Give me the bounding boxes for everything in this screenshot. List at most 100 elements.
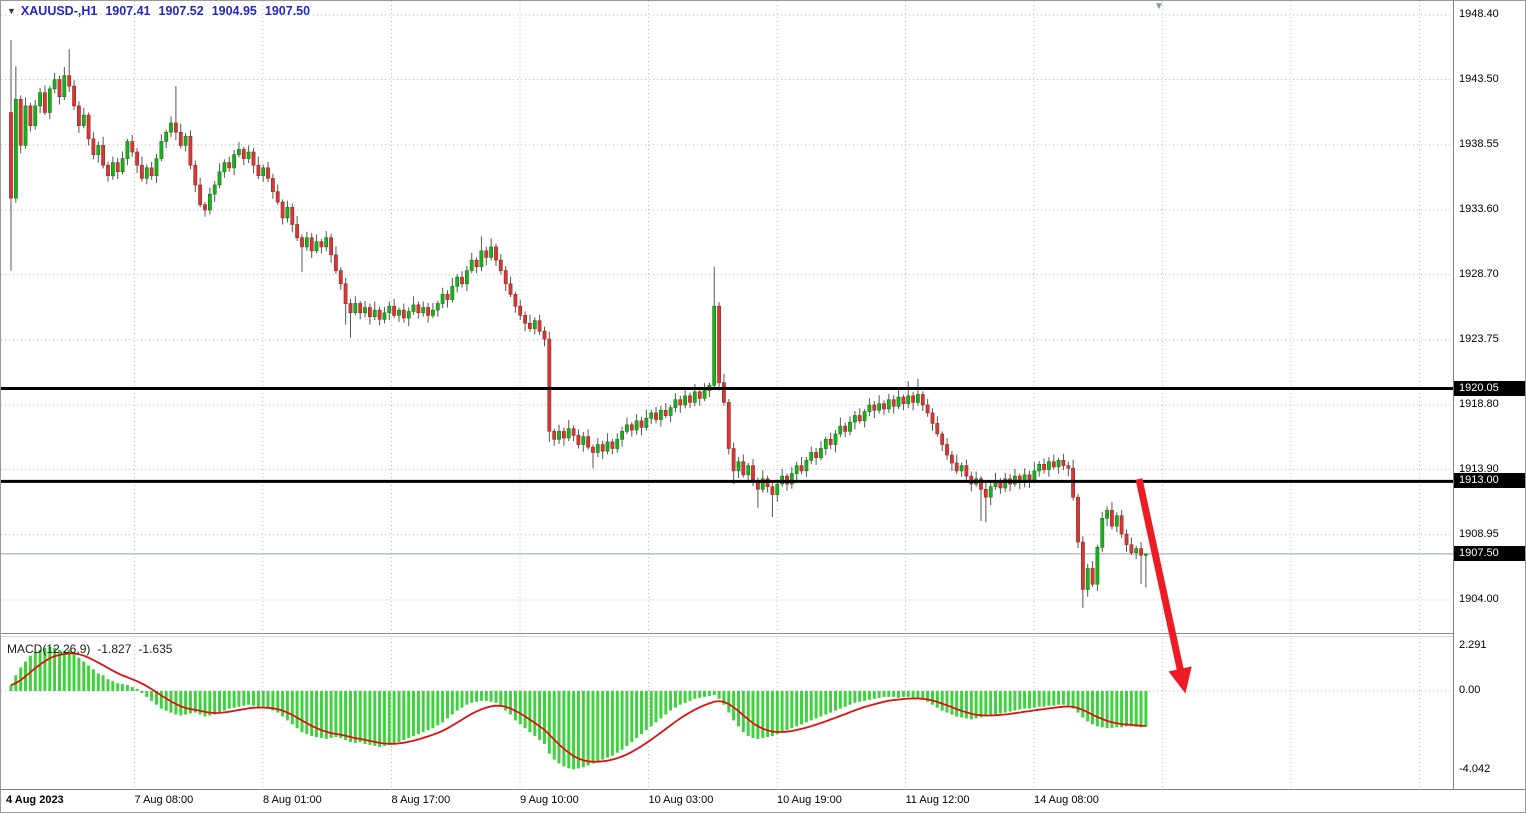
macd-bar bbox=[882, 691, 886, 697]
macd-panel[interactable] bbox=[1, 638, 1453, 788]
macd-bar bbox=[475, 691, 479, 702]
macd-bar bbox=[460, 691, 464, 708]
candle bbox=[566, 428, 571, 439]
candle bbox=[246, 151, 251, 159]
macd-bar bbox=[1028, 691, 1031, 709]
macd-bar bbox=[402, 691, 406, 740]
candle bbox=[741, 461, 746, 476]
macd-bar bbox=[43, 647, 47, 691]
dropdown-triangle-icon[interactable]: ▼ bbox=[7, 6, 16, 16]
candle bbox=[203, 204, 207, 211]
candle bbox=[1032, 470, 1037, 481]
macd-bar bbox=[586, 691, 590, 766]
candle bbox=[644, 417, 649, 428]
candle bbox=[227, 162, 232, 169]
candle bbox=[799, 465, 804, 472]
candle bbox=[760, 478, 765, 490]
candle bbox=[111, 162, 115, 177]
candle bbox=[591, 446, 595, 453]
price-axis-label: 1948.40 bbox=[1459, 8, 1499, 20]
quote-symbol: XAUUSD-,H1 bbox=[20, 4, 98, 18]
candle bbox=[430, 309, 435, 316]
macd-bar bbox=[33, 651, 37, 691]
macd-bar bbox=[727, 691, 731, 713]
candle bbox=[52, 79, 57, 90]
candle bbox=[954, 462, 959, 472]
macd-bar bbox=[1047, 691, 1051, 706]
macd-axis-label: 0.00 bbox=[1459, 684, 1481, 696]
macd-bar bbox=[596, 691, 600, 762]
macd-bar bbox=[135, 689, 139, 691]
macd-bar bbox=[974, 691, 978, 719]
macd-bar bbox=[378, 691, 382, 747]
candle bbox=[212, 184, 217, 195]
candle bbox=[57, 79, 62, 97]
macd-bar bbox=[635, 691, 639, 738]
macd-bar bbox=[67, 649, 71, 691]
candle bbox=[668, 407, 673, 416]
macd-bar bbox=[649, 691, 653, 727]
candle bbox=[469, 259, 474, 271]
candle bbox=[266, 167, 270, 179]
time-axis[interactable]: 4 Aug 2023 7 Aug 08:00 8 Aug 01:00 8 Aug 17… bbox=[1, 790, 1525, 812]
candle bbox=[717, 305, 722, 383]
macd-bar bbox=[329, 691, 333, 738]
candle bbox=[959, 465, 964, 472]
macd-bar bbox=[1071, 691, 1075, 709]
panel-separator[interactable] bbox=[1, 633, 1525, 634]
macd-bar bbox=[824, 691, 828, 715]
time-axis-label: 9 Aug 10:00 bbox=[520, 794, 579, 806]
chart-shift-marker-icon[interactable]: ▼ bbox=[1154, 1, 1164, 12]
candle bbox=[460, 276, 464, 285]
candle bbox=[241, 149, 246, 159]
candle bbox=[169, 122, 173, 133]
price-axis[interactable]: 1948.40 1943.50 1938.55 1933.60 1928.70 1923.… bbox=[1454, 1, 1525, 789]
candle bbox=[387, 305, 392, 314]
candle bbox=[1061, 459, 1066, 466]
macd-bar bbox=[1125, 691, 1128, 727]
candle bbox=[445, 293, 450, 300]
quote-low: 1904.95 bbox=[211, 4, 257, 18]
macd-bar bbox=[87, 665, 91, 691]
candle bbox=[1047, 461, 1051, 470]
candle bbox=[872, 404, 877, 411]
macd-bar bbox=[184, 691, 188, 715]
candle bbox=[683, 395, 688, 406]
macd-bar bbox=[1086, 691, 1090, 722]
macd-bar bbox=[654, 691, 658, 723]
macd-bar bbox=[232, 691, 236, 708]
candle bbox=[474, 259, 479, 268]
candle bbox=[18, 99, 23, 146]
candle bbox=[484, 250, 489, 258]
candle bbox=[523, 315, 528, 324]
macd-bar bbox=[1115, 691, 1119, 728]
candle bbox=[911, 395, 916, 403]
price-chart[interactable] bbox=[1, 1, 1453, 633]
macd-bar bbox=[237, 691, 241, 707]
macd-bar bbox=[698, 691, 702, 698]
macd-bar bbox=[989, 691, 993, 716]
macd-bar bbox=[344, 691, 348, 740]
candle bbox=[983, 488, 988, 498]
macd-bar bbox=[1091, 691, 1094, 725]
macd-bar bbox=[315, 691, 318, 738]
macd-bar bbox=[416, 691, 420, 735]
candle bbox=[397, 309, 401, 316]
candle bbox=[600, 444, 605, 452]
macd-bar bbox=[91, 669, 95, 691]
macd-bar bbox=[38, 649, 42, 691]
candle bbox=[1105, 510, 1110, 519]
candle bbox=[353, 303, 358, 313]
candle bbox=[382, 312, 387, 320]
macd-bar bbox=[353, 691, 357, 743]
candle bbox=[314, 241, 319, 252]
candle bbox=[115, 162, 120, 173]
candle bbox=[101, 145, 106, 166]
macd-name: MACD(12,26,9) bbox=[7, 642, 91, 656]
macd-bar bbox=[533, 691, 537, 737]
candle bbox=[624, 424, 629, 432]
candle bbox=[149, 167, 154, 177]
macd-bar bbox=[358, 691, 362, 742]
macd-bar bbox=[509, 691, 512, 715]
